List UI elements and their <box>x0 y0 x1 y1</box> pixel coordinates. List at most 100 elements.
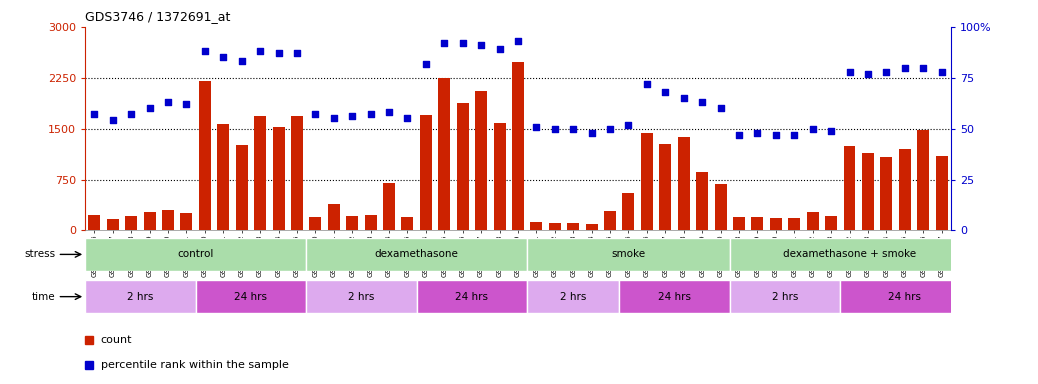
Point <box>786 132 802 138</box>
Point <box>933 69 950 75</box>
Bar <box>880 157 893 230</box>
Bar <box>328 204 339 230</box>
Point <box>767 132 784 138</box>
Point <box>270 50 286 56</box>
Bar <box>659 144 672 230</box>
Bar <box>420 115 432 230</box>
Point <box>362 111 379 118</box>
Bar <box>162 210 174 230</box>
Bar <box>273 127 284 230</box>
Point <box>307 111 324 118</box>
Bar <box>788 217 800 230</box>
Text: GDS3746 / 1372691_at: GDS3746 / 1372691_at <box>85 10 230 23</box>
Point <box>638 81 655 87</box>
Point <box>400 115 416 121</box>
Bar <box>549 223 561 230</box>
Bar <box>475 91 487 230</box>
Bar <box>899 149 910 230</box>
Bar <box>457 103 469 230</box>
Bar <box>918 130 929 230</box>
Bar <box>347 216 358 230</box>
Point <box>196 48 213 55</box>
Point <box>215 55 231 61</box>
Text: 24 hrs: 24 hrs <box>456 291 489 302</box>
Point <box>731 132 747 138</box>
Point <box>693 99 710 105</box>
Bar <box>306 280 416 313</box>
Bar <box>364 215 377 230</box>
Bar <box>730 280 841 313</box>
Point <box>381 109 398 116</box>
Bar <box>126 217 137 230</box>
Point <box>620 121 636 127</box>
Point <box>804 126 821 132</box>
Point <box>657 89 674 95</box>
Point <box>326 115 343 121</box>
Point <box>455 40 471 46</box>
Point <box>234 58 250 65</box>
Bar <box>733 217 745 230</box>
Bar <box>107 218 118 230</box>
Bar <box>530 222 543 230</box>
Text: control: control <box>177 249 214 260</box>
Text: percentile rank within the sample: percentile rank within the sample <box>101 360 289 370</box>
Point <box>491 46 508 52</box>
Point <box>565 126 581 132</box>
Bar <box>438 78 450 230</box>
Text: dexamethasone: dexamethasone <box>375 249 459 260</box>
Point <box>823 127 840 134</box>
Point <box>436 40 453 46</box>
Point <box>897 65 913 71</box>
Point <box>676 95 692 101</box>
Bar <box>604 212 616 230</box>
Bar <box>825 216 837 230</box>
Bar <box>85 280 195 313</box>
Point <box>105 118 121 124</box>
Point <box>141 105 158 111</box>
Bar <box>88 215 101 230</box>
Bar <box>143 212 156 230</box>
Point <box>510 38 526 44</box>
Text: 2 hrs: 2 hrs <box>561 291 586 302</box>
Point <box>417 60 434 66</box>
Bar <box>862 153 874 230</box>
Bar <box>935 156 948 230</box>
Text: count: count <box>101 335 132 345</box>
Point <box>252 48 269 55</box>
Point <box>528 124 545 130</box>
Bar <box>730 238 969 271</box>
Bar <box>696 172 708 230</box>
Text: 24 hrs: 24 hrs <box>889 291 922 302</box>
Bar <box>291 116 303 230</box>
Bar <box>567 223 579 230</box>
Text: 2 hrs: 2 hrs <box>128 291 154 302</box>
Text: smoke: smoke <box>611 249 646 260</box>
Point <box>546 126 563 132</box>
Bar <box>309 217 322 230</box>
Bar <box>236 145 248 230</box>
Point <box>914 65 931 71</box>
Bar <box>493 122 506 230</box>
Bar <box>199 81 211 230</box>
Bar <box>640 133 653 230</box>
Bar <box>527 238 730 271</box>
Point <box>749 130 766 136</box>
Bar <box>585 224 598 230</box>
Text: 24 hrs: 24 hrs <box>658 291 691 302</box>
Point <box>179 101 195 107</box>
Bar <box>306 238 527 271</box>
Point <box>289 50 305 56</box>
Bar <box>770 217 782 230</box>
Bar <box>620 280 730 313</box>
Bar <box>254 116 266 230</box>
Point <box>878 69 895 75</box>
Bar <box>841 280 969 313</box>
Point <box>583 130 600 136</box>
Text: time: time <box>32 291 56 302</box>
Bar <box>383 183 395 230</box>
Bar <box>195 280 306 313</box>
Bar <box>752 217 763 230</box>
Point <box>859 71 876 77</box>
Point <box>86 111 103 118</box>
Bar <box>181 214 192 230</box>
